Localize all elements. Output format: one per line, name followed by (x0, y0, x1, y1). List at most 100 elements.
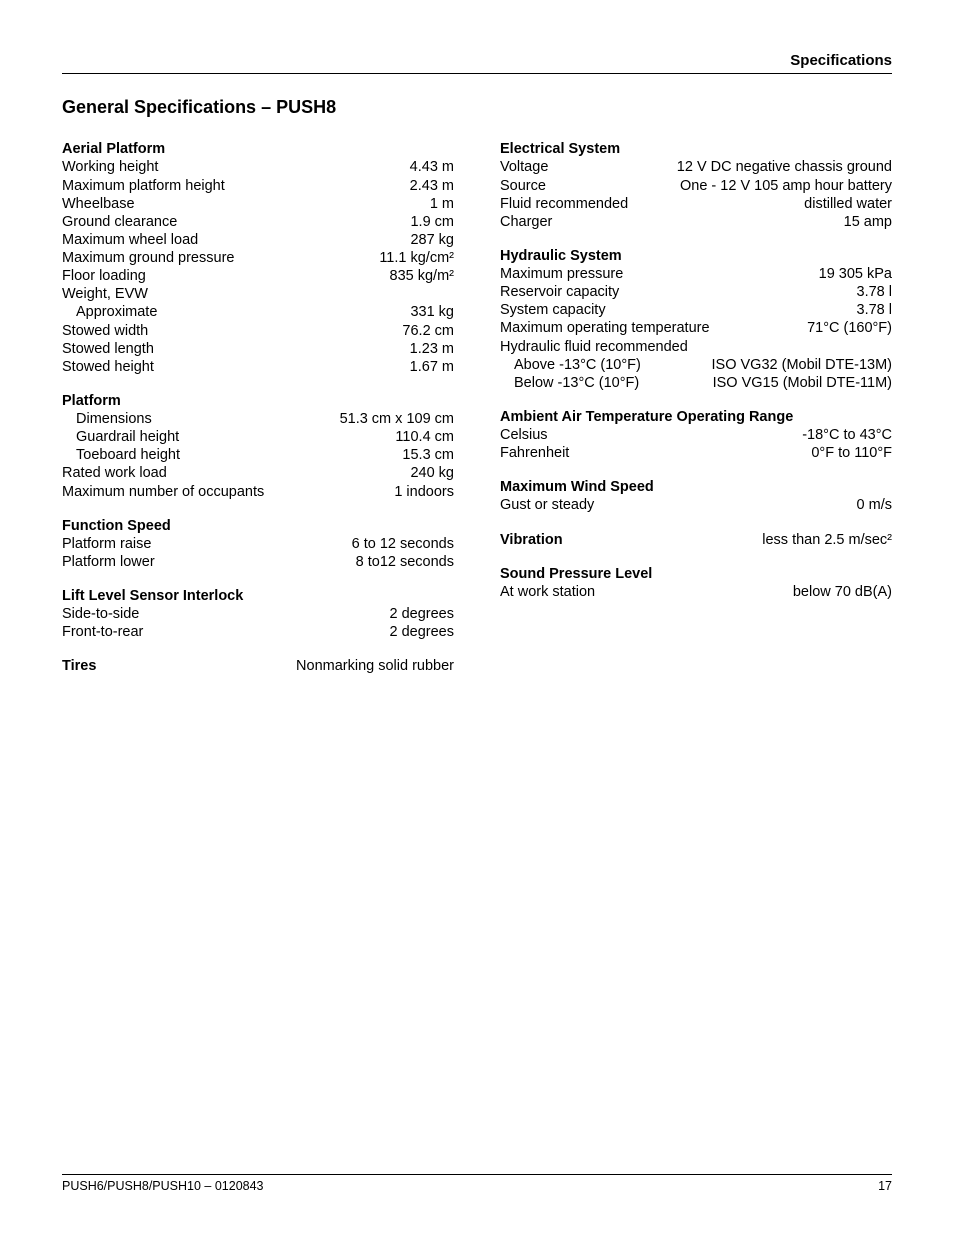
spec-value: 1.67 m (410, 358, 454, 376)
section-function-speed: Function Speed Platform raise6 to 12 sec… (62, 517, 454, 571)
spec-label: At work station (500, 583, 595, 601)
spec-label: Fahrenheit (500, 444, 569, 462)
spec-value: 3.78 l (857, 283, 892, 301)
section-heading: Sound Pressure Level (500, 565, 892, 583)
section-heading: Hydraulic System (500, 247, 892, 265)
section-hydraulic: Hydraulic System Maximum pressure 19 305 … (500, 247, 892, 392)
spec-row: Ground clearance1.9 cm (62, 213, 454, 231)
spec-row: Platform raise6 to 12 seconds (62, 535, 454, 553)
spec-rows: Gust or steady 0 m/s (500, 496, 892, 514)
spec-label: Maximum wheel load (62, 231, 198, 249)
spec-row: Source One - 12 V 105 amp hour battery (500, 177, 892, 195)
content-columns: Aerial Platform Working height4.43 mMaxi… (62, 140, 892, 691)
spec-label: Voltage (500, 158, 548, 176)
spec-rows: Dimensions51.3 cm x 109 cmGuardrail heig… (62, 410, 454, 501)
spec-label: Gust or steady (500, 496, 594, 514)
spec-label: Maximum operating temperature (500, 319, 710, 337)
section-platform: Platform Dimensions51.3 cm x 109 cmGuard… (62, 392, 454, 501)
section-ambient-temp: Ambient Air Temperature Operating Range … (500, 408, 892, 462)
spec-value: 1.9 cm (410, 213, 454, 231)
spec-value: 19 305 kPa (819, 265, 892, 283)
page-header: Specifications (62, 52, 892, 74)
spec-value: ISO VG32 (Mobil DTE-13M) (712, 356, 893, 374)
section-wind: Maximum Wind Speed Gust or steady 0 m/s (500, 478, 892, 514)
spec-label: Wheelbase (62, 195, 135, 213)
spec-label: Above -13°C (10°F) (500, 356, 641, 374)
spec-value: 331 kg (410, 303, 454, 321)
spec-value: 1.23 m (410, 340, 454, 358)
spec-value: 0 m/s (857, 496, 892, 514)
spec-row: Celsius -18°C to 43°C (500, 426, 892, 444)
spec-value: 2 degrees (390, 623, 455, 641)
spec-value: 835 kg/m² (390, 267, 454, 285)
left-column: Aerial Platform Working height4.43 mMaxi… (62, 140, 454, 691)
spec-label: Maximum pressure (500, 265, 623, 283)
spec-row: Working height4.43 m (62, 158, 454, 176)
section-heading: Aerial Platform (62, 140, 454, 158)
spec-label: Stowed height (62, 358, 154, 376)
spec-value: 1 m (430, 195, 454, 213)
spec-rows: Working height4.43 mMaximum platform hei… (62, 158, 454, 376)
spec-row: Rated work load240 kg (62, 464, 454, 482)
spec-row: Weight, EVW (62, 285, 454, 303)
spec-row: Below -13°C (10°F)ISO VG15 (Mobil DTE-11… (500, 374, 892, 392)
spec-row: Fahrenheit 0°F to 110°F (500, 444, 892, 462)
spec-rows: Platform raise6 to 12 secondsPlatform lo… (62, 535, 454, 571)
spec-row: Stowed width76.2 cm (62, 322, 454, 340)
spec-value: 12 V DC negative chassis ground (677, 158, 892, 176)
spec-value: 2.43 m (410, 177, 454, 195)
spec-value: 4.43 m (410, 158, 454, 176)
spec-row: Dimensions51.3 cm x 109 cm (62, 410, 454, 428)
spec-value: 0°F to 110°F (811, 444, 892, 462)
spec-rows: Maximum pressure 19 305 kPa Reservoir capa… (500, 265, 892, 392)
section-electrical: Electrical System Voltage12 V DC negativ… (500, 140, 892, 231)
spec-label: System capacity (500, 301, 606, 319)
spec-label: Charger (500, 213, 552, 231)
spec-value: 1 indoors (394, 483, 454, 501)
section-vibration: Vibration less than 2.5 m/sec² (500, 531, 892, 549)
section-tires: Tires Nonmarking solid rubber (62, 657, 454, 675)
footer-page-number: 17 (878, 1179, 892, 1195)
spec-row: Fluid recommendeddistilled water (500, 195, 892, 213)
spec-row: Stowed length1.23 m (62, 340, 454, 358)
spec-row: Approximate331 kg (62, 303, 454, 321)
spec-value: distilled water (804, 195, 892, 213)
section-heading: Ambient Air Temperature Operating Range (500, 408, 892, 426)
section-sound: Sound Pressure Level At work station belo… (500, 565, 892, 601)
spec-value: -18°C to 43°C (802, 426, 892, 444)
spec-row: Gust or steady 0 m/s (500, 496, 892, 514)
spec-row: Maximum operating temperature71°C (160°F… (500, 319, 892, 337)
spec-row: Above -13°C (10°F) ISO VG32 (Mobil DTE-13… (500, 356, 892, 374)
section-heading: Vibration (500, 531, 563, 549)
section-label: Specifications (790, 52, 892, 69)
spec-label: Source (500, 177, 546, 195)
spec-value: 3.78 l (857, 301, 892, 319)
spec-row: Platform lower8 to12 seconds (62, 553, 454, 571)
page-footer: PUSH6/PUSH8/PUSH10 – 0120843 17 (62, 1174, 892, 1195)
spec-row: Maximum wheel load287 kg (62, 231, 454, 249)
spec-row: Maximum number of occupants1 indoors (62, 483, 454, 501)
section-aerial-platform: Aerial Platform Working height4.43 mMaxi… (62, 140, 454, 376)
spec-row: Maximum platform height2.43 m (62, 177, 454, 195)
spec-label: Platform raise (62, 535, 151, 553)
section-heading: Maximum Wind Speed (500, 478, 892, 496)
spec-rows: Celsius -18°C to 43°C Fahrenheit 0°F to 110… (500, 426, 892, 462)
spec-label: Stowed width (62, 322, 148, 340)
page-title: General Specifications – PUSH8 (62, 96, 892, 119)
spec-row: System capacity 3.78 l (500, 301, 892, 319)
section-lift-level: Lift Level Sensor Interlock Side-to-side… (62, 587, 454, 641)
spec-label: Guardrail height (62, 428, 179, 446)
spec-row: Voltage 12 V DC negative chassis ground (500, 158, 892, 176)
spec-value: below 70 dB(A) (793, 583, 892, 601)
spec-value: 110.4 cm (395, 428, 454, 446)
section-heading: Lift Level Sensor Interlock (62, 587, 454, 605)
spec-value: 2 degrees (390, 605, 455, 623)
spec-row: Side-to-side2 degrees (62, 605, 454, 623)
spec-label: Dimensions (62, 410, 152, 428)
spec-label: Celsius (500, 426, 548, 444)
spec-label: Reservoir capacity (500, 283, 619, 301)
spec-row: Toeboard height15.3 cm (62, 446, 454, 464)
spec-label: Platform lower (62, 553, 155, 571)
spec-label: Hydraulic fluid recommended (500, 338, 688, 356)
spec-value: One - 12 V 105 amp hour battery (680, 177, 892, 195)
